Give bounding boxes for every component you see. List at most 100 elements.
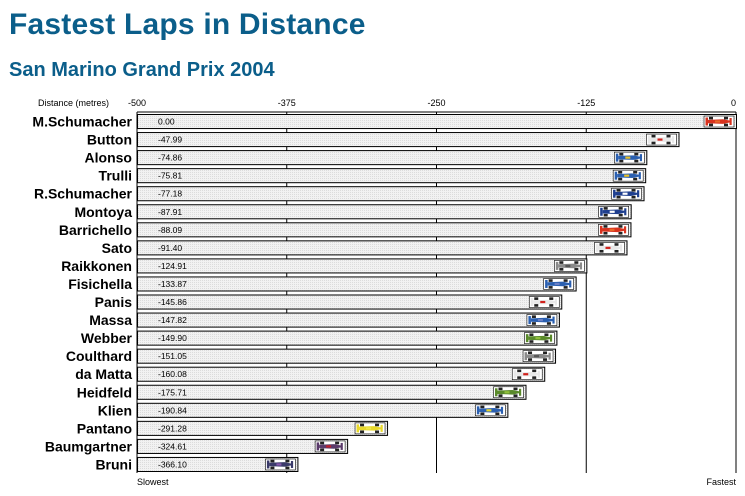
driver-label: Massa <box>89 312 132 328</box>
car-icon <box>526 314 558 326</box>
driver-label: Raikkonen <box>61 258 132 274</box>
value-label: -147.82 <box>158 315 187 325</box>
bar-row: Alonso -74.86 <box>85 150 648 166</box>
bar-row: Heidfeld -175.71 <box>77 384 527 400</box>
car-icon <box>598 224 629 236</box>
value-label: -366.10 <box>158 459 187 469</box>
bar <box>137 186 645 202</box>
value-label: -74.86 <box>158 153 182 163</box>
bar-row: Panis -145.86 <box>95 294 563 310</box>
car-icon <box>554 260 585 272</box>
value-label: -77.18 <box>158 189 182 199</box>
chart-subtitle: San Marino Grand Prix 2004 <box>9 59 275 81</box>
bar-row: M.Schumacher 0.00 <box>32 114 737 130</box>
driver-label: Sato <box>102 240 132 256</box>
driver-label: R.Schumacher <box>34 186 133 202</box>
bar <box>137 240 628 256</box>
chart-title: Fastest Laps in Distance <box>9 8 366 41</box>
driver-label: Barrichello <box>59 222 132 238</box>
bar-row: Trulli -75.81 <box>99 168 647 184</box>
car-icon <box>475 404 506 417</box>
bar <box>137 348 557 364</box>
bar-row: Barrichello -88.09 <box>59 222 632 238</box>
bar <box>137 276 577 292</box>
driver-label: Heidfeld <box>77 384 132 400</box>
bar <box>137 132 680 148</box>
bar-row: Montoya -87.91 <box>74 204 632 220</box>
car-icon <box>493 386 524 399</box>
value-label: -124.91 <box>158 261 187 271</box>
value-label: -151.05 <box>158 351 187 361</box>
driver-label: Pantano <box>77 420 132 436</box>
bar <box>137 438 349 454</box>
value-label: -324.61 <box>158 441 187 451</box>
bar <box>137 330 558 346</box>
value-label: -133.87 <box>158 279 187 289</box>
driver-label: Bruni <box>95 456 132 472</box>
driver-label: Trulli <box>99 168 132 184</box>
value-label: -291.28 <box>158 423 187 433</box>
bar <box>137 114 737 130</box>
driver-label: da Matta <box>75 366 132 382</box>
car-icon <box>522 350 554 362</box>
value-label: -190.84 <box>158 405 187 415</box>
bar-row: Button -47.99 <box>87 132 680 148</box>
value-label: -87.91 <box>158 207 182 217</box>
car-icon <box>314 440 346 453</box>
car-icon <box>524 332 555 344</box>
car-icon <box>528 296 560 308</box>
x-tick-label: -500 <box>128 98 146 108</box>
driver-label: Webber <box>81 330 133 346</box>
value-label: -88.09 <box>158 225 182 235</box>
bar <box>137 258 588 274</box>
x-tick-labels: -500 -375 -250 -125 0 <box>128 98 736 108</box>
value-label: -47.99 <box>158 135 182 145</box>
x-tick-label: -250 <box>427 98 445 108</box>
car-icon <box>594 242 625 254</box>
bar-row: Bruni -366.10 <box>95 456 299 473</box>
driver-label: Montoya <box>74 204 132 220</box>
value-label: -149.90 <box>158 333 187 343</box>
bar-row: Fisichella -133.87 <box>68 276 577 292</box>
car-icon <box>598 205 629 218</box>
car-icon <box>511 368 543 381</box>
bar <box>137 456 299 473</box>
driver-label: Button <box>87 132 132 148</box>
value-label: -160.08 <box>158 369 187 379</box>
value-label: 0.00 <box>158 117 175 127</box>
bars: M.Schumacher 0.00 Button -47.99 Alonso -74.86… <box>32 114 737 473</box>
bar-row: Webber -149.90 <box>81 330 558 346</box>
car-icon <box>265 458 296 471</box>
bar <box>137 150 648 166</box>
car-icon <box>614 151 645 164</box>
driver-label: Alonso <box>85 150 132 166</box>
car-icon <box>354 422 386 435</box>
value-label: -91.40 <box>158 243 182 253</box>
bar <box>137 204 632 220</box>
bar <box>137 168 647 184</box>
bar-row: Baumgartner -324.61 <box>45 438 349 454</box>
bar <box>137 402 509 418</box>
bar-row: Sato -91.40 <box>102 240 628 256</box>
right-end-label: Fastest <box>706 477 736 487</box>
car-icon <box>611 187 642 200</box>
car-icon <box>646 133 677 146</box>
bar <box>137 366 546 382</box>
driver-label: Fisichella <box>68 276 132 292</box>
bar-row: R.Schumacher -77.18 <box>34 186 645 202</box>
value-label: -175.71 <box>158 387 187 397</box>
bar-row: Raikkonen -124.91 <box>61 258 588 274</box>
bar-row: da Matta -160.08 <box>75 366 546 382</box>
bar-row: Pantano -291.28 <box>77 420 389 436</box>
bar <box>137 312 560 328</box>
grid-lines <box>136 111 737 473</box>
bar-row: Coulthard -151.05 <box>66 348 557 364</box>
x-tick-label: -375 <box>278 98 296 108</box>
bar-row: Klien -190.84 <box>98 402 509 418</box>
value-label: -75.81 <box>158 171 182 181</box>
value-label: -145.86 <box>158 297 187 307</box>
left-end-label: Slowest <box>137 477 169 487</box>
bar <box>137 294 563 310</box>
bar <box>137 222 632 238</box>
